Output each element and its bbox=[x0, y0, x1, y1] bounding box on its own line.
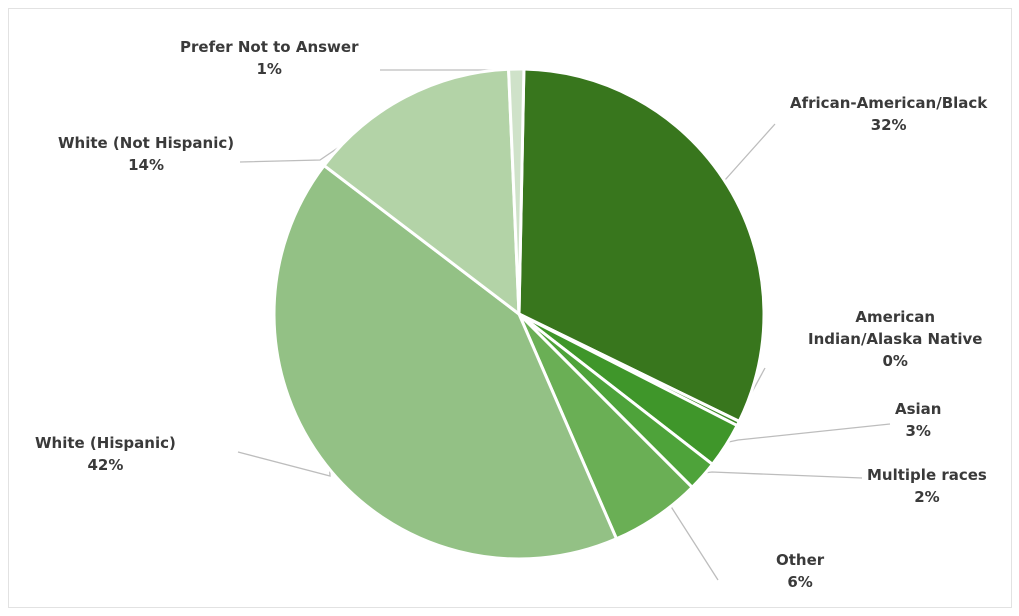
pie-slice-5 bbox=[272, 164, 618, 561]
leader-line-4 bbox=[654, 504, 719, 581]
pie-slice-7 bbox=[507, 67, 526, 316]
leader-line-0 bbox=[723, 123, 776, 189]
label-white-not-hispanic: White (Not Hispanic) 14% bbox=[58, 134, 235, 174]
pie-slice-6 bbox=[322, 67, 521, 316]
label-other: Other 6% bbox=[776, 551, 825, 591]
pie-slice-0 bbox=[517, 67, 766, 423]
label-asian: Asian 3% bbox=[895, 400, 942, 440]
label-american-indian-alaska-native: American Indian/Alaska Native 0% bbox=[808, 308, 983, 370]
label-multiple-races: Multiple races 2% bbox=[867, 466, 987, 506]
leader-line-2 bbox=[722, 423, 891, 445]
leader-line-5 bbox=[237, 451, 331, 477]
label-african-american-black: African-American/Black 32% bbox=[790, 94, 988, 134]
label-white-hispanic: White (Hispanic) 42% bbox=[35, 434, 176, 474]
label-prefer-not-to-answer: Prefer Not to Answer 1% bbox=[180, 38, 359, 78]
pie-slices bbox=[272, 67, 766, 561]
chart-frame bbox=[8, 8, 1012, 608]
leader-line-3 bbox=[699, 471, 863, 479]
